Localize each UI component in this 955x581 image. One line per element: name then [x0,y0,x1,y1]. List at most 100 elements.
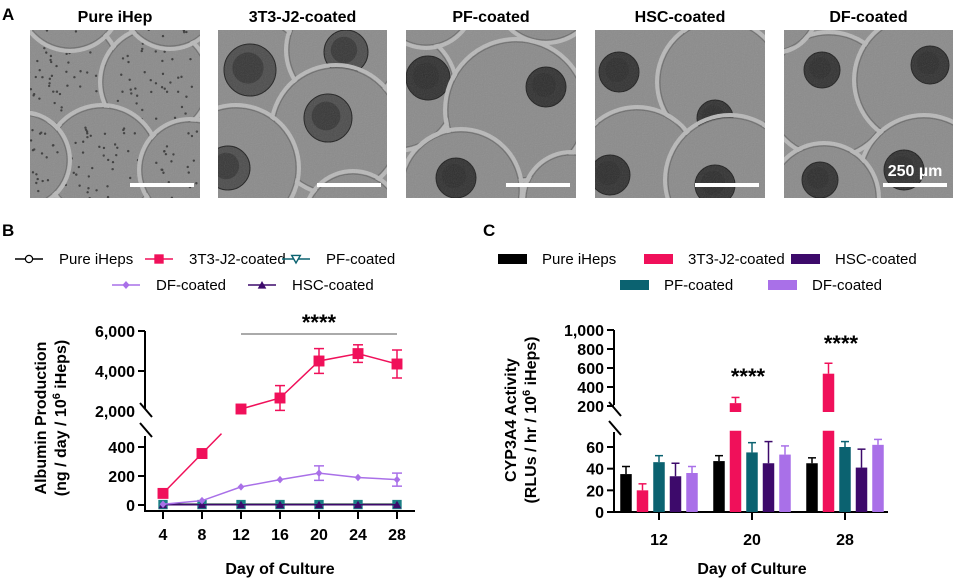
y-title-superscript: 6 [521,390,533,396]
bar [855,467,868,512]
image-texture [30,30,200,198]
y-tick-label: 40 [586,462,604,479]
bar-df-20 [779,445,791,512]
cell-dot [179,12,181,14]
legend-item-b: 3T3-J2-coated [145,251,286,268]
y-axis-b: 2,000 4,000 6,000 0 200 400 [95,324,153,515]
panel-b-albumin-chart: B Pure iHeps 3T3-J2-coated PF-coated DF-coa… [2,221,415,578]
y-tick-label: 200 [577,399,604,416]
cell-dot [180,3,182,5]
legend-label: HSC-coated [835,251,917,268]
axis-break-mark [608,420,622,436]
cell-dot [205,154,207,156]
bar [872,444,884,512]
cell-dot [197,2,199,4]
legend-label: 3T3-J2-coated [189,251,286,268]
bar-lower-segment [729,430,742,512]
legend-swatch [791,254,820,264]
micrograph-2: 3T3-J2-coated [218,9,387,198]
y-axis-title-line2: (RLUs / hr / 106 iHeps) [521,336,540,503]
bar [636,490,649,512]
bar [669,476,682,512]
image-texture [218,30,387,198]
cell-dot [16,135,18,137]
panel-letter-b: B [2,221,14,240]
bar [762,463,775,512]
data-point-j2 [196,448,208,459]
cell-dot [196,200,198,202]
y-title-text: (ng / day / 10 [53,399,70,496]
legend-item-c: HSC-coated [791,251,917,268]
cell-dot [210,158,212,160]
image-texture [784,30,953,198]
y-tick-label: 400 [108,440,135,457]
cell-dot [202,161,204,163]
cell-dot [14,143,16,145]
y-tick-label: 2,000 [95,404,135,421]
legend-item-b: Pure iHeps [15,251,133,268]
data-point-hsc [314,500,324,509]
bar-upper-segment [729,403,742,412]
bar [779,454,791,512]
x-tick-label: 16 [271,527,289,544]
bar-df-28 [872,438,884,512]
cell-dot [213,138,215,140]
y-tick-label: 20 [586,483,604,500]
cell-dot [199,10,201,12]
y-axis-title-line2: (ng / day / 106 iHeps) [51,340,70,496]
legend-swatch [768,280,797,290]
micrograph-image [7,0,217,204]
cell-dot [71,25,73,27]
x-tick-label: 28 [388,527,406,544]
legend-swatch [498,254,527,264]
legend-label: PF-coated [326,251,395,268]
cell-dot [63,6,65,8]
data-point-j2 [235,403,247,415]
y-tick-label: 600 [577,361,604,378]
bar [713,461,725,512]
legend-swatch [644,254,673,264]
data-point-df [198,496,206,505]
x-axis-c: 12 20 28 Day of Culture [614,511,888,578]
legend-item-c: 3T3-J2-coated [644,251,785,268]
cell-dot [213,151,215,153]
cell-dot [23,132,25,134]
scale-bar [317,183,381,187]
legend-label: 3T3-J2-coated [688,251,785,268]
cell-dot [204,181,206,183]
cell-dot [195,23,197,25]
cell-dot [169,27,171,29]
cell-dot [215,180,217,182]
cell-dot [195,202,197,204]
y-axis-title-c: CYP3A4 Activity (RLUs / hr / 106 iHeps) [503,336,540,503]
data-point-hsc [392,500,402,509]
cell-dot [179,25,181,27]
cell-dot [178,0,180,1]
y-tick-label: 4,000 [95,364,135,381]
legend-item-c: Pure iHeps [498,251,616,268]
data-point-hsc [353,500,363,509]
cell-dot [65,8,67,10]
bar [620,474,632,512]
cell-dot [72,20,74,22]
scale-bar [883,183,947,187]
x-tick-label: 28 [836,532,854,549]
marker-triangle-up [257,281,267,289]
cell-dot [47,8,49,10]
cell-dot [168,21,170,23]
data-point-df [393,475,401,484]
cell-dot [215,141,217,143]
bar-pf-12 [653,454,665,512]
image-texture [406,30,576,198]
cell-dot [105,199,107,201]
y-tick-label: 400 [577,380,604,397]
legend-label: DF-coated [156,277,226,294]
cell-dot [23,181,25,183]
bar-j2-20 [729,396,742,512]
y-title-text: iHeps) [523,336,540,389]
x-tick-label: 12 [232,527,250,544]
cell-dot [51,20,53,22]
data-point-df [159,500,167,509]
significance-stars: **** [731,364,766,389]
cell-dot [7,179,9,181]
